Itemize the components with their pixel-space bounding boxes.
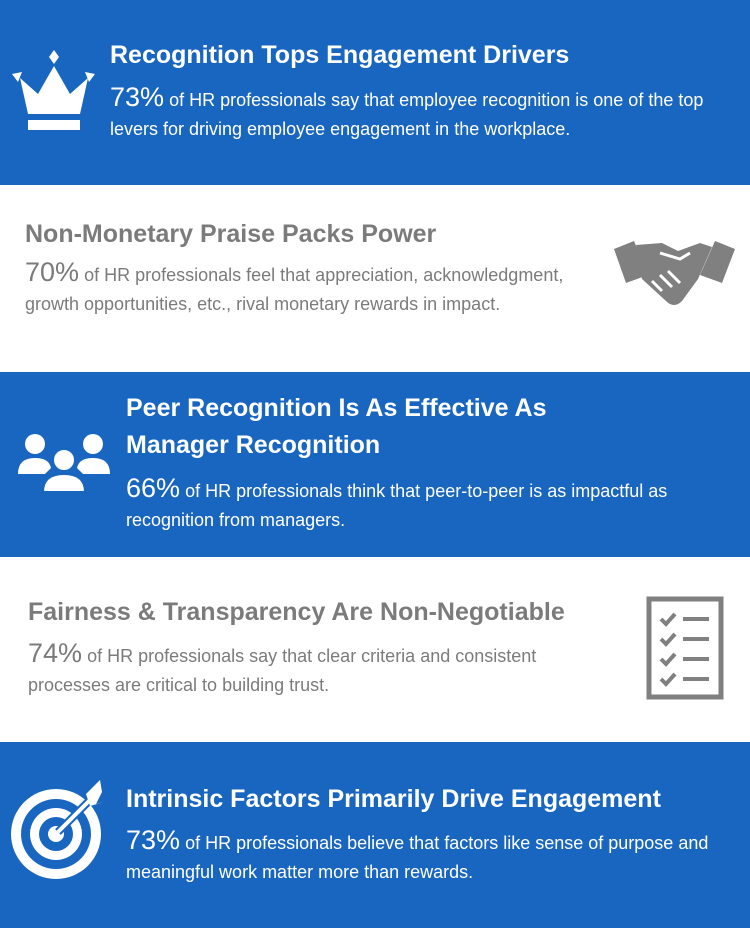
description: of HR professionals feel that appreciati… <box>25 265 564 314</box>
description: of HR professionals think that peer-to-p… <box>126 481 668 530</box>
panel-title: Fairness & Transparency Are Non-Negotiab… <box>28 598 565 626</box>
panel: Peer Recognition Is As Effective As Mana… <box>0 372 750 557</box>
description: of HR professionals believe that factors… <box>126 833 709 882</box>
target-icon <box>11 780 104 879</box>
panel-title: Peer Recognition Is As Effective As Mana… <box>126 394 547 459</box>
stat: 70% <box>25 257 80 287</box>
stat: 74% <box>28 638 83 668</box>
panel: Recognition Tops Engagement Drivers 73% … <box>0 0 750 185</box>
panel: Fairness & Transparency Are Non-Negotiab… <box>0 557 750 742</box>
handshake-icon <box>614 241 735 305</box>
people-icon <box>18 434 110 493</box>
crown-icon <box>12 50 95 130</box>
panel-title: Non-Monetary Praise Packs Power <box>25 220 437 248</box>
description: of HR professionals say that employee re… <box>110 90 704 139</box>
stat: 66% <box>126 473 181 503</box>
panel: Intrinsic Factors Primarily Drive Engage… <box>0 742 750 928</box>
stat: 73% <box>126 825 181 855</box>
stat: 73% <box>110 82 165 112</box>
panel: Non-Monetary Praise Packs Power 70% of H… <box>0 185 750 372</box>
panel-text: 74% of HR professionals say that clear c… <box>28 639 598 700</box>
panel-text: 66% of HR professionals think that peer-… <box>126 474 711 535</box>
panel-title: Recognition Tops Engagement Drivers <box>110 41 570 69</box>
checklist-icon <box>646 596 724 700</box>
panel-text: 73% of HR professionals believe that fac… <box>126 826 731 887</box>
description: of HR professionals say that clear crite… <box>28 646 537 695</box>
panel-text: 70% of HR professionals feel that apprec… <box>25 258 570 319</box>
panel-text: 73% of HR professionals say that employe… <box>110 83 705 144</box>
panel-title: Intrinsic Factors Primarily Drive Engage… <box>126 785 661 813</box>
